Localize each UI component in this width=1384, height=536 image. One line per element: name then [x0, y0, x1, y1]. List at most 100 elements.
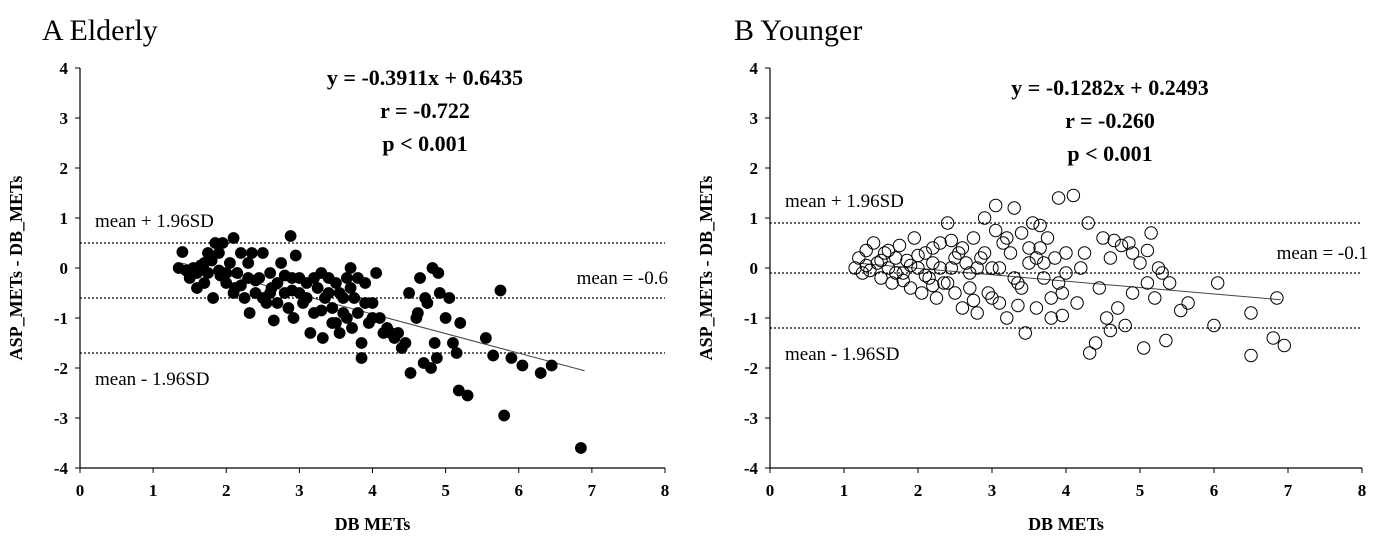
data-point	[316, 332, 329, 344]
data-point	[245, 247, 258, 259]
data-point	[284, 230, 297, 242]
data-point	[461, 389, 474, 402]
data-point	[1159, 333, 1173, 348]
data-point	[428, 337, 441, 349]
data-point	[922, 271, 936, 285]
data-point	[1055, 308, 1070, 323]
data-point	[1081, 216, 1095, 230]
data-point	[918, 246, 933, 260]
data-point	[937, 276, 951, 290]
data-point	[322, 287, 335, 299]
data-point	[404, 367, 417, 379]
data-point	[1007, 271, 1021, 285]
x-axis-label: DB METs	[335, 514, 411, 534]
data-point	[1000, 311, 1014, 325]
data-point	[286, 284, 298, 297]
data-point	[918, 268, 933, 283]
y-tick-label: 4	[750, 59, 759, 78]
data-point	[300, 292, 313, 304]
data-point	[855, 266, 870, 280]
data-point	[289, 249, 302, 262]
data-point	[287, 312, 300, 324]
data-point	[545, 359, 558, 372]
data-point	[1051, 276, 1066, 290]
data-point	[443, 292, 456, 304]
data-point	[896, 273, 910, 288]
data-point	[176, 246, 189, 258]
data-point	[242, 272, 255, 284]
data-point	[881, 243, 896, 258]
data-point	[242, 257, 255, 269]
data-point	[981, 286, 995, 300]
data-point	[1082, 346, 1097, 360]
data-point	[344, 262, 357, 274]
data-point	[450, 347, 463, 359]
data-point	[1074, 261, 1088, 275]
data-point	[293, 272, 306, 284]
data-point	[870, 256, 884, 270]
data-point	[271, 297, 284, 309]
data-point	[366, 312, 379, 324]
data-point	[341, 272, 353, 284]
data-point	[1244, 348, 1258, 363]
panel-title: A Elderly	[42, 14, 158, 47]
data-point	[370, 267, 383, 279]
data-point	[889, 251, 903, 265]
data-point	[351, 307, 364, 319]
x-tick-label: 5	[441, 481, 450, 500]
data-point	[1033, 218, 1047, 233]
data-point	[874, 253, 888, 268]
data-point	[1022, 256, 1036, 270]
data-point	[256, 247, 269, 259]
data-point	[191, 282, 203, 294]
data-point	[198, 257, 211, 269]
y-tick-label: -3	[744, 409, 758, 428]
mean-label: mean = -0.1	[1277, 243, 1368, 264]
upper-limit-label: mean + 1.96SD	[95, 211, 214, 232]
x-tick-label: 5	[1136, 481, 1145, 500]
data-point	[885, 276, 899, 290]
y-tick-label: -3	[54, 409, 68, 428]
data-point	[1244, 306, 1258, 320]
data-point	[1125, 286, 1140, 300]
data-point	[933, 261, 947, 275]
data-point	[989, 223, 1003, 238]
data-point	[234, 247, 247, 259]
data-point	[346, 322, 358, 334]
data-point	[432, 267, 445, 279]
data-point	[1018, 326, 1033, 340]
data-point	[926, 241, 940, 255]
y-tick-label: -4	[744, 459, 759, 478]
x-tick-label: 3	[988, 481, 997, 500]
data-point	[940, 276, 955, 290]
equation-line: y = -0.3911x + 0.6435	[327, 65, 523, 90]
data-point	[1107, 233, 1121, 248]
data-point	[351, 272, 364, 284]
y-tick-label: 0	[60, 259, 69, 278]
data-point	[1100, 311, 1114, 325]
data-point	[534, 367, 547, 379]
data-point	[278, 269, 291, 282]
data-point	[355, 352, 368, 364]
x-tick-label: 7	[1284, 481, 1293, 500]
data-point	[505, 352, 518, 364]
data-point	[977, 211, 992, 225]
x-tick-label: 4	[368, 481, 377, 500]
data-point	[1014, 226, 1029, 240]
panel-title: B Younger	[734, 14, 862, 47]
data-point	[1092, 281, 1107, 295]
data-point	[575, 442, 587, 454]
x-tick-label: 6	[515, 481, 524, 500]
panel-b: B Younger 4 3 2 1 0 -1 -2 -3 -4 0 1 2 3 4 5 6 7 8 DB METs AS…	[696, 14, 1368, 534]
data-point	[1122, 236, 1136, 250]
data-point	[896, 266, 910, 280]
lower-limit-label: mean - 1.96SD	[785, 344, 900, 365]
data-point	[227, 232, 240, 244]
data-point	[940, 216, 955, 230]
data-point	[403, 287, 415, 299]
data-point	[267, 314, 280, 327]
data-point	[1014, 281, 1029, 295]
data-point	[238, 292, 251, 304]
data-point	[1088, 336, 1103, 350]
